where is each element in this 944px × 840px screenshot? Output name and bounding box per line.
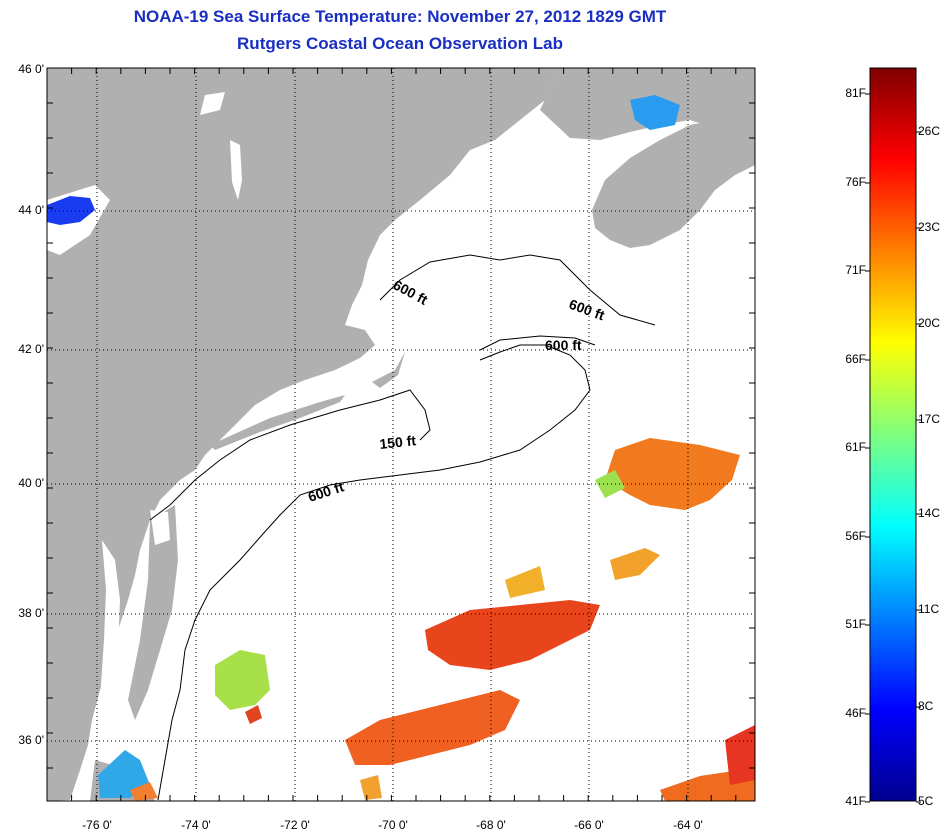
sst-warm-small <box>505 566 545 598</box>
colorbar-f-label: 46F <box>845 706 866 720</box>
lon-tick-label: -68 0' <box>476 818 506 832</box>
chesapeake-bay <box>100 540 120 730</box>
land-cape-cod <box>372 352 405 388</box>
graticule <box>46 67 755 801</box>
lat-tick-label: 46 0' <box>18 62 44 76</box>
colorbar-c-label: 14C <box>918 506 941 520</box>
colorbar-f-label: 56F <box>845 529 866 543</box>
sst-warm-center <box>425 600 600 670</box>
sst-south-bit <box>360 775 382 800</box>
lon-tick-label: -76 0' <box>82 818 112 832</box>
lon-tick-label: -64 0' <box>673 818 703 832</box>
lon-tick-label: -70 0' <box>378 818 408 832</box>
colorbar-ticks <box>865 93 921 803</box>
lake-champlain <box>230 140 242 200</box>
sst-nc-coast <box>98 750 150 798</box>
sst-warm-south <box>345 690 520 765</box>
contour-georges-bank <box>479 335 596 351</box>
sst-warm-dot <box>245 705 262 724</box>
lat-tick-label: 40 0' <box>18 476 44 490</box>
colorbar-f-label: 76F <box>845 175 866 189</box>
contour-150ft-coastal <box>149 389 431 521</box>
map-title: NOAA-19 Sea Surface Temperature: Novembe… <box>133 7 667 26</box>
sst-nc-warm <box>130 782 158 801</box>
sst-warm-east <box>605 438 740 510</box>
sst-bay-fundy <box>630 95 680 130</box>
land-nova-scotia <box>592 120 755 248</box>
colorbar-c-label: 8C <box>918 699 934 713</box>
contour-600ft-shelf-edge <box>157 344 591 801</box>
delaware-bay <box>150 510 170 545</box>
colorbar-c-label: 20C <box>918 316 941 330</box>
lon-tick-label: -66 0' <box>574 818 604 832</box>
lat-tick-label: 44 0' <box>18 203 44 217</box>
land-us-mainland <box>47 68 560 801</box>
colorbar-c-label: 11C <box>918 602 940 616</box>
colorbar <box>869 67 917 802</box>
contour-label-4: 150 ft <box>379 432 417 452</box>
sst-warm-mid <box>610 548 660 580</box>
colorbar-c-label: 26C <box>918 124 941 138</box>
colorbar-c-label: 17C <box>918 412 941 426</box>
colorbar-f-label: 51F <box>845 617 866 631</box>
colorbar-f-label: 41F <box>845 794 866 808</box>
colorbar-f-label: 81F <box>845 86 866 100</box>
map-frame <box>46 67 756 802</box>
lat-tick-label: 38 0' <box>18 606 44 620</box>
lat-tick-label: 36 0' <box>18 733 44 747</box>
lon-tick-label: -74 0' <box>181 818 211 832</box>
contour-gulf-of-maine <box>379 254 656 326</box>
colorbar-f-label: 61F <box>845 440 866 454</box>
land-long-island <box>210 395 345 450</box>
sst-cool-patch <box>215 650 270 710</box>
small-lake <box>200 92 225 115</box>
lon-tick-label: -72 0' <box>280 818 310 832</box>
colorbar-c-label: 5C <box>918 794 934 808</box>
map-subtitle: Rutgers Coastal Ocean Observation Lab <box>237 34 563 53</box>
lat-tick-label: 42 0' <box>18 342 44 356</box>
land-delmarva <box>128 505 178 720</box>
colorbar-f-label: 66F <box>845 352 866 366</box>
sst-warm-east-edge <box>595 470 625 498</box>
colorbar-c-label: 23C <box>918 220 941 234</box>
contour-label-3: 600 ft <box>545 337 582 353</box>
colorbar-f-label: 71F <box>845 263 866 277</box>
sst-warm-corner <box>725 725 755 785</box>
